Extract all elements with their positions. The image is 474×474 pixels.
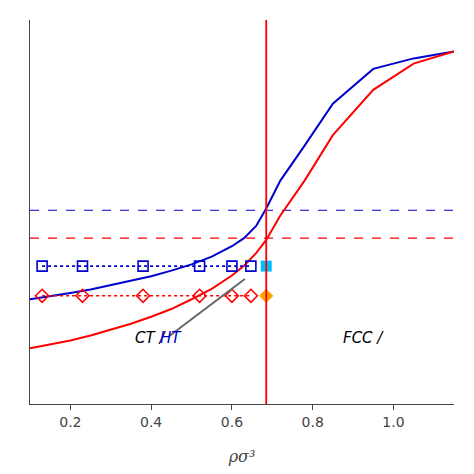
- svg-text:1.0: 1.0: [382, 414, 404, 430]
- svg-text:0.8: 0.8: [302, 414, 324, 430]
- svg-text:ρσ³: ρσ³: [228, 447, 256, 466]
- svg-text:CT /: CT /: [135, 329, 169, 347]
- svg-text:0.4: 0.4: [140, 414, 162, 430]
- svg-text:0.6: 0.6: [221, 414, 243, 430]
- svg-text:0.2: 0.2: [59, 414, 81, 430]
- svg-text:FCC /: FCC /: [343, 329, 384, 347]
- svg-text:HT: HT: [160, 329, 182, 347]
